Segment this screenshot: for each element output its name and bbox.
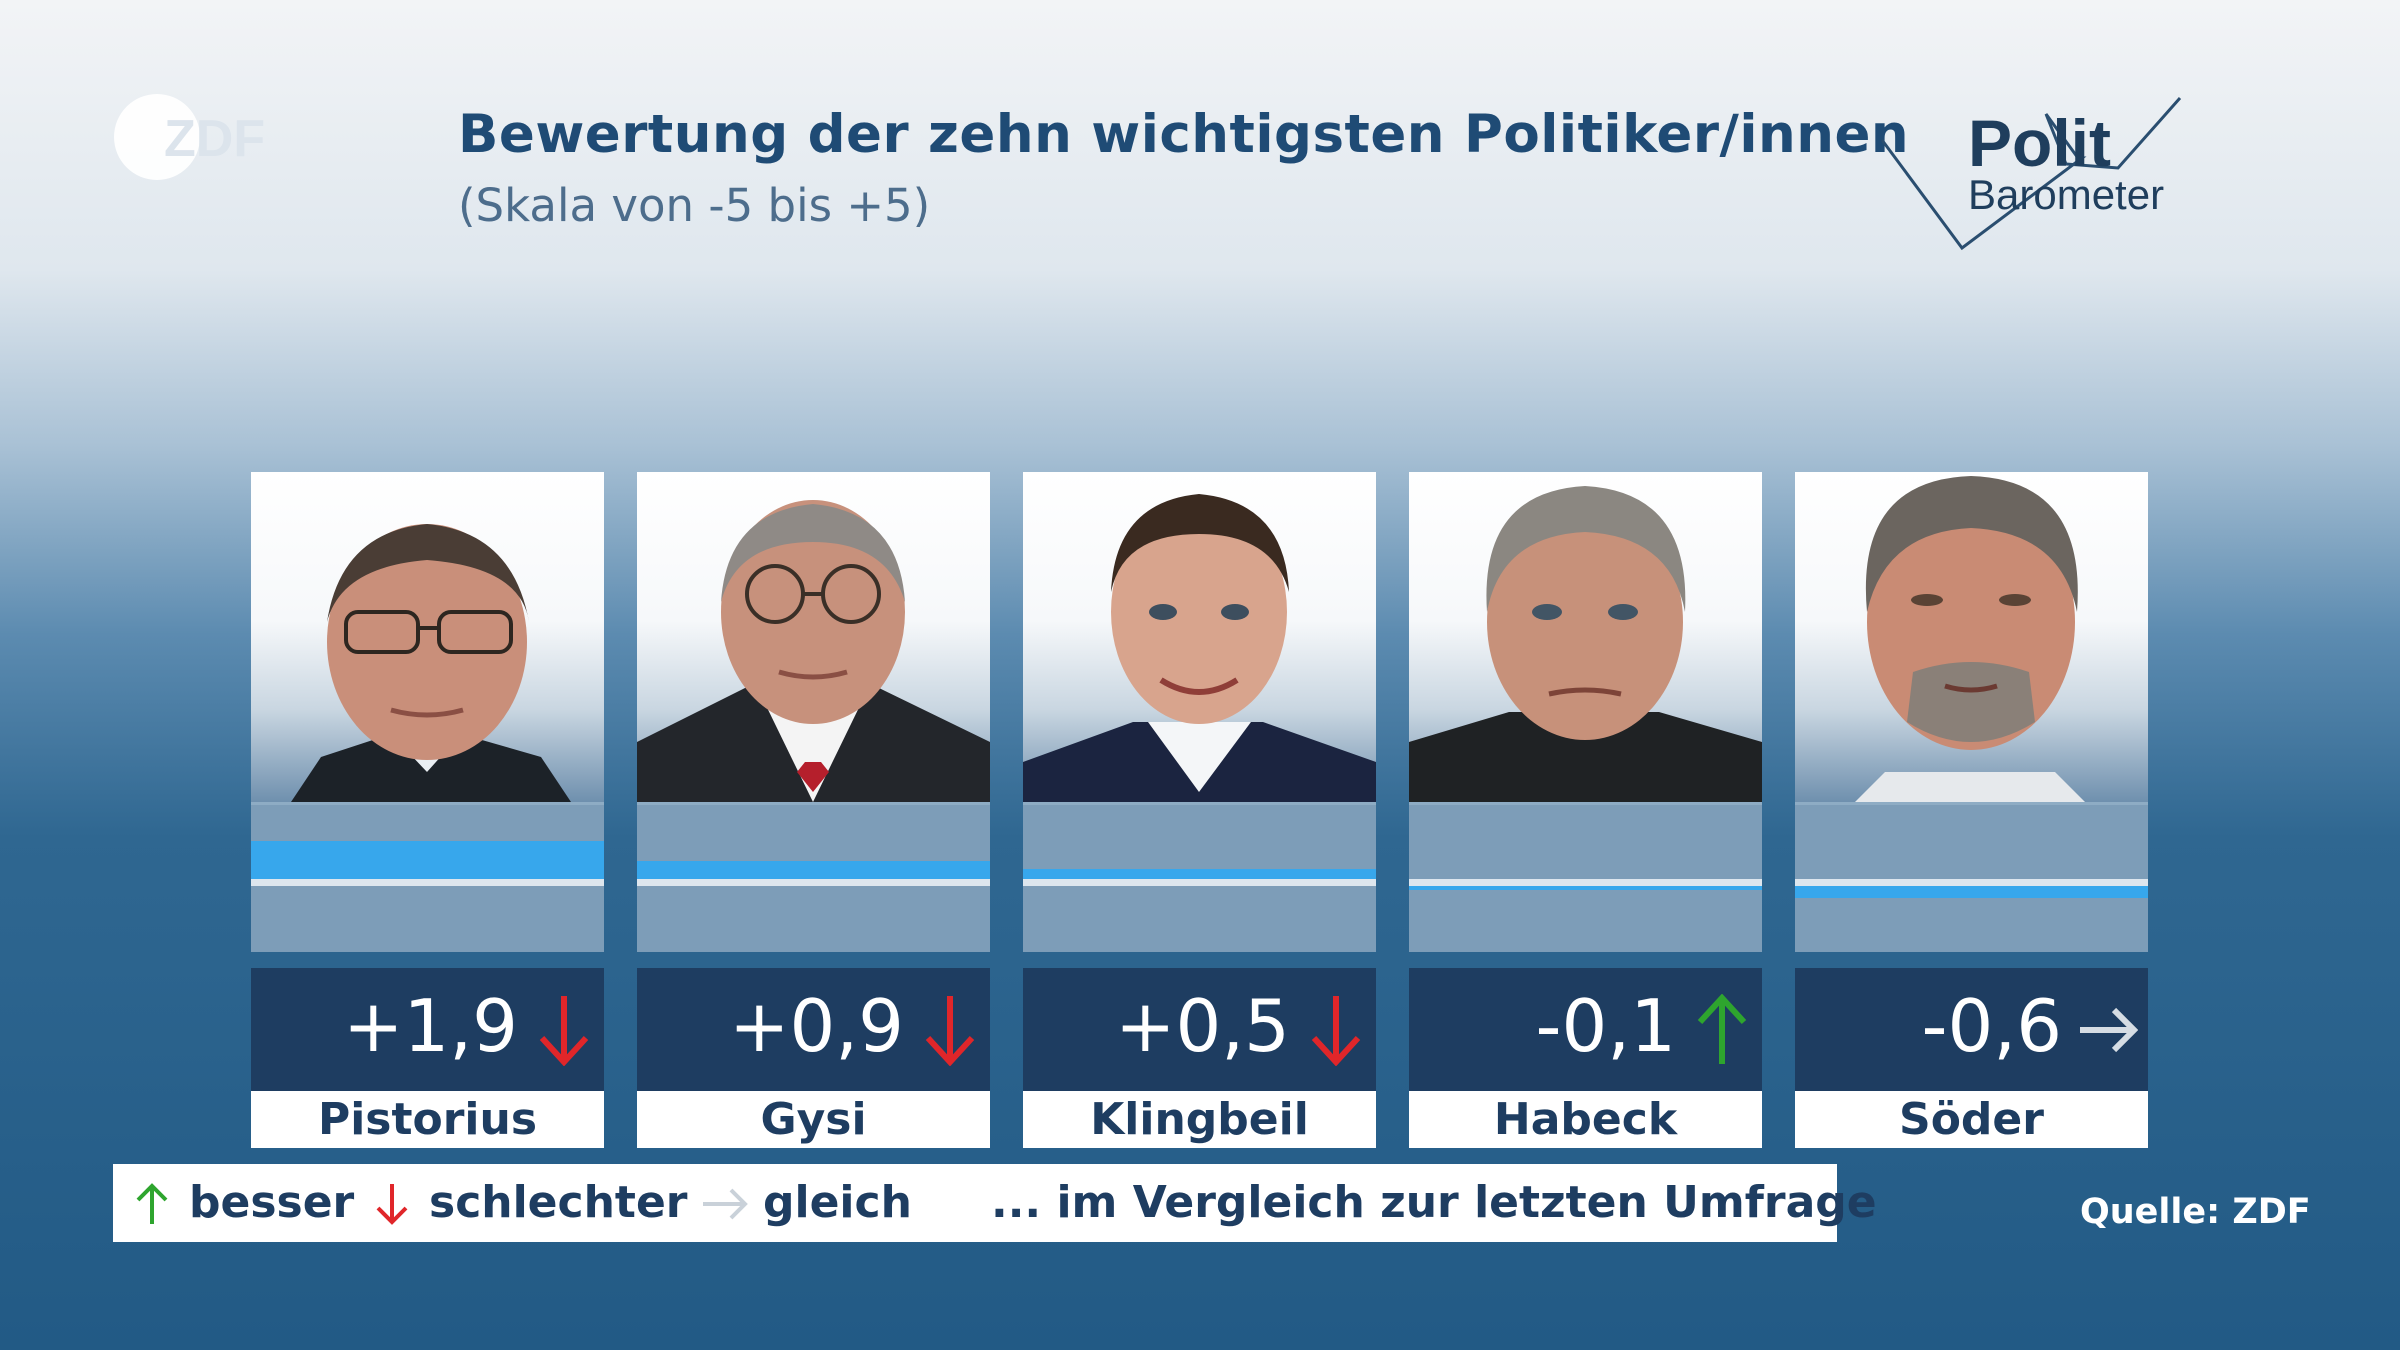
value-label: +0,5 <box>1115 984 1290 1068</box>
politbarometer-logo: Polit Barometer <box>1870 88 2250 258</box>
brand-barometer: Barometer <box>1968 171 2165 218</box>
bar <box>1795 886 2148 898</box>
category-label: Habeck <box>1493 1094 1678 1145</box>
bar-track <box>1409 802 1762 952</box>
category-label: Söder <box>1899 1094 2044 1145</box>
category-label: Gysi <box>760 1094 867 1145</box>
bar-track <box>1795 802 2148 952</box>
politician-photo <box>637 472 990 802</box>
trend-down-icon <box>1306 994 1366 1067</box>
page-subtitle: (Skala von -5 bis +5) <box>458 179 931 232</box>
arrow-down-icon <box>376 1184 408 1225</box>
legend-same: gleich <box>763 1177 912 1228</box>
page-title: Bewertung der zehn wichtigsten Politiker… <box>458 104 1910 165</box>
politician-column: -0,1 Habeck <box>1409 472 1762 1148</box>
politician-column: +1,9 Pistorius <box>251 472 604 1148</box>
legend-note: ... im Vergleich zur letzten Umfrage <box>991 1177 1877 1228</box>
legend: besser schlechter gleich ... im Vergleic… <box>113 1164 1877 1242</box>
category-label: Klingbeil <box>1090 1094 1309 1145</box>
trend-arrow <box>539 996 589 1067</box>
legend-better: besser <box>189 1177 355 1228</box>
arrow-up-icon <box>136 1183 168 1224</box>
trend-arrow-path <box>2080 1007 2139 1053</box>
zero-line <box>1023 879 1376 886</box>
bar-track <box>251 802 604 952</box>
trend-arrow <box>925 996 975 1067</box>
bar-track <box>1023 802 1376 952</box>
trend-down-icon <box>534 994 594 1067</box>
trend-down-icon <box>920 994 980 1067</box>
value-label: -0,6 <box>1921 984 2062 1068</box>
bar <box>1023 869 1376 879</box>
trend-arrow-path <box>1311 996 1361 1067</box>
politician-photo <box>251 472 604 802</box>
politician-photo <box>1409 472 1762 802</box>
source-label: Quelle: ZDF <box>2080 1192 2311 1232</box>
legend-worse: schlechter <box>429 1177 688 1228</box>
trend-arrow-path <box>539 996 589 1067</box>
trend-arrow-path <box>1697 993 1747 1064</box>
zero-line <box>251 879 604 886</box>
bar <box>251 841 604 879</box>
zero-line <box>1795 879 2148 886</box>
zdf-logo-text: ZDF <box>164 110 264 168</box>
zero-line <box>1409 879 1762 886</box>
bar <box>637 861 990 879</box>
trend-arrow <box>1311 996 1361 1067</box>
value-label: +0,9 <box>729 984 904 1068</box>
zdf-logo: ZDF <box>114 94 265 180</box>
bar-track <box>637 802 990 952</box>
politician-column: -0,6 Söder <box>1795 472 2148 1148</box>
brand-polit: Polit <box>1968 106 2111 180</box>
trend-arrow-path <box>925 996 975 1067</box>
trend-up-icon <box>1692 993 1752 1066</box>
category-label: Pistorius <box>317 1094 538 1145</box>
value-label: -0,1 <box>1535 984 1676 1068</box>
trend-arrow <box>1697 993 1747 1064</box>
bar <box>1409 886 1762 890</box>
politician-column: +0,5 Klingbeil <box>1023 472 1376 1148</box>
zero-line <box>637 879 990 886</box>
trend-arrow <box>2080 1007 2139 1053</box>
arrow-right-icon <box>703 1188 748 1220</box>
trend-same-icon <box>2078 994 2139 1066</box>
value-label: +1,9 <box>343 984 518 1068</box>
politician-photo <box>1795 472 2148 802</box>
politician-column: +0,9 Gysi <box>637 472 990 1148</box>
politician-photo <box>1023 472 1376 802</box>
